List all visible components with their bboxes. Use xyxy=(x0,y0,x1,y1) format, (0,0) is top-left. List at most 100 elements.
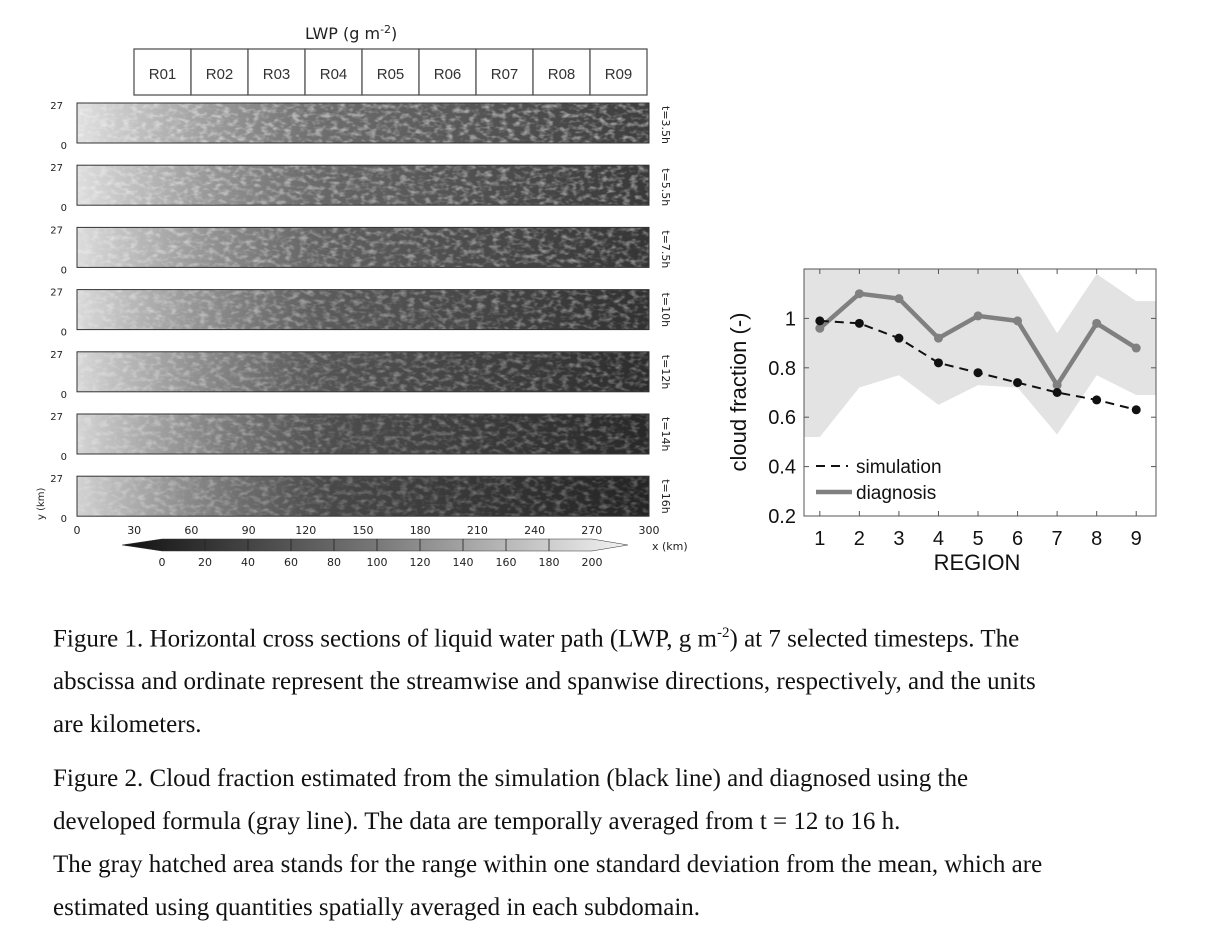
region-box-frame xyxy=(418,48,477,96)
x-axis-ticks: 0 30 60 90 120 150 180 210 240 270 300 xyxy=(74,524,660,537)
y-tick-top: 27 xyxy=(50,101,63,112)
x-tick-label: 270 xyxy=(581,524,602,537)
region-label: R04 xyxy=(320,66,348,83)
timestep-label: t=3.5h xyxy=(659,106,672,144)
panel-shading xyxy=(77,165,649,206)
colorbar-tick-label: 20 xyxy=(198,556,212,569)
simulation-points xyxy=(815,316,1141,415)
region-label: R07 xyxy=(491,66,519,83)
legend-diagnosis-label: diagnosis xyxy=(856,483,936,504)
y-axis-ticks: 0.2 0.4 0.6 0.8 1 xyxy=(768,308,1156,528)
x-tick-label: 1 xyxy=(814,528,825,550)
region-box: R03 xyxy=(247,48,306,96)
y-tick-bottom: 0 xyxy=(61,514,67,525)
colorbar-tick-label: 120 xyxy=(410,556,431,569)
figure-1-caption: Figure 1. Horizontal cross sections of l… xyxy=(53,612,1203,746)
timestep-label: t=5.5h xyxy=(659,168,672,206)
region-box: R09 xyxy=(589,48,648,96)
x-tick-label: 60 xyxy=(184,524,198,537)
legend-simulation-label: simulation xyxy=(856,457,942,478)
plot-frame xyxy=(803,268,1157,517)
x-tick-label: 120 xyxy=(295,524,316,537)
lwp-panel: 27 0 t=5.5h xyxy=(50,163,672,214)
simulation-point xyxy=(894,333,904,343)
region-header: R01 R02 R03 R04 R05 R06 R07 R08 R09 xyxy=(133,48,648,96)
x-tick-label: 9 xyxy=(1131,528,1142,550)
region-box-frame xyxy=(475,48,534,96)
colorbar-tick-label: 80 xyxy=(327,556,341,569)
colorbar-tick-label: 200 xyxy=(582,556,603,569)
panel-frame xyxy=(76,164,650,206)
x-tick-label: 5 xyxy=(972,528,983,550)
caption-line: Figure 1. Horizontal cross sections of l… xyxy=(53,625,1020,653)
simulation-point xyxy=(1013,378,1023,388)
diagnosis-point xyxy=(1092,318,1102,328)
y-tick-bottom: 0 xyxy=(61,328,67,339)
timestep-label: t=16h xyxy=(659,479,672,514)
diagnosis-points xyxy=(815,289,1141,390)
colorbar-tick-label: 60 xyxy=(284,556,298,569)
region-box: R01 xyxy=(133,48,192,96)
y-tick-label: 1 xyxy=(785,308,796,330)
caption-line: estimated using quantities spatially ave… xyxy=(53,894,701,921)
region-box-frame xyxy=(361,48,420,96)
x-tick-label: 210 xyxy=(467,524,488,537)
region-label: R09 xyxy=(605,66,633,83)
panel-shading xyxy=(77,227,649,268)
diagnosis-point xyxy=(1131,343,1141,353)
colorbar-tick-label: 0 xyxy=(159,556,166,569)
panel-frame xyxy=(76,351,650,393)
panel-shading xyxy=(77,103,649,143)
colorbar-tick-label: 40 xyxy=(241,556,255,569)
x-tick-label: 300 xyxy=(639,524,660,537)
x-tick-label: 150 xyxy=(353,524,374,537)
y-tick-top: 27 xyxy=(50,225,63,236)
region-label: R08 xyxy=(548,66,576,83)
x-tick-label: 240 xyxy=(524,524,545,537)
diagnosis-point xyxy=(933,333,943,343)
diagnosis-point xyxy=(1052,380,1062,390)
figure-1-lwp-cross-sections: LWP (g m-2) R01 R02 R03 R04 R05 R06 R07 R08 R09 … xyxy=(36,23,688,569)
y-tick-bottom: 0 xyxy=(61,141,67,152)
timestep-label: t=14h xyxy=(659,417,672,452)
colorbar-bar xyxy=(121,538,629,552)
simulation-point xyxy=(1052,388,1062,397)
region-box: R05 xyxy=(361,48,420,96)
figure-2-caption: Figure 2. Cloud fraction estimated from … xyxy=(53,757,1203,929)
x-tick-label: 90 xyxy=(242,524,256,537)
region-box-frame xyxy=(133,48,192,96)
lwp-panel: 27 0 t=12h xyxy=(50,350,672,401)
region-box: R06 xyxy=(418,48,477,96)
lwp-panel: 27 0 t=10h xyxy=(50,288,672,339)
colorbar-tick-label: 140 xyxy=(453,556,474,569)
caption-line: abscissa and ordinate represent the stre… xyxy=(53,668,1036,696)
y-tick-label: 0.2 xyxy=(768,506,796,528)
x-tick-label: 4 xyxy=(933,528,944,550)
panel-shading xyxy=(77,351,649,392)
x-tick-label: 6 xyxy=(1012,528,1023,550)
lwp-panel: 27 0 t=3.5h xyxy=(50,101,672,152)
figure-2-cloud-fraction-chart: 0.2 0.4 0.6 0.8 1 1 2 3 4 5 6 7 8 9 cloud fraction (… xyxy=(726,268,1157,575)
region-box-frame xyxy=(532,48,591,96)
x-tick-label: 30 xyxy=(127,524,141,537)
x-tick-label: 0 xyxy=(74,524,81,537)
y-tick-bottom: 0 xyxy=(61,265,67,276)
x-tick-label: 180 xyxy=(410,524,431,537)
y-axis-label: cloud fraction (-) xyxy=(726,313,751,472)
region-label: R01 xyxy=(149,66,177,83)
y-tick-bottom: 0 xyxy=(61,452,67,463)
diagnosis-point xyxy=(815,323,825,333)
simulation-point xyxy=(1092,395,1102,405)
y-tick-top: 27 xyxy=(50,474,63,485)
region-box-frame xyxy=(247,48,306,96)
region-box-frame xyxy=(190,48,249,96)
caption-line: The gray hatched area stands for the ran… xyxy=(53,851,1043,878)
lwp-panel: 27 0 t=14h xyxy=(50,412,672,463)
region-label: R06 xyxy=(434,66,462,83)
simulation-point xyxy=(933,358,943,368)
y-tick-bottom: 0 xyxy=(61,203,67,214)
region-box: R02 xyxy=(190,48,249,96)
y-tick-top: 27 xyxy=(50,288,63,299)
colorbar: 0 20 40 60 80 100 120 140 160 180 200 xyxy=(121,538,629,569)
caption-line: are kilometers. xyxy=(53,711,202,739)
